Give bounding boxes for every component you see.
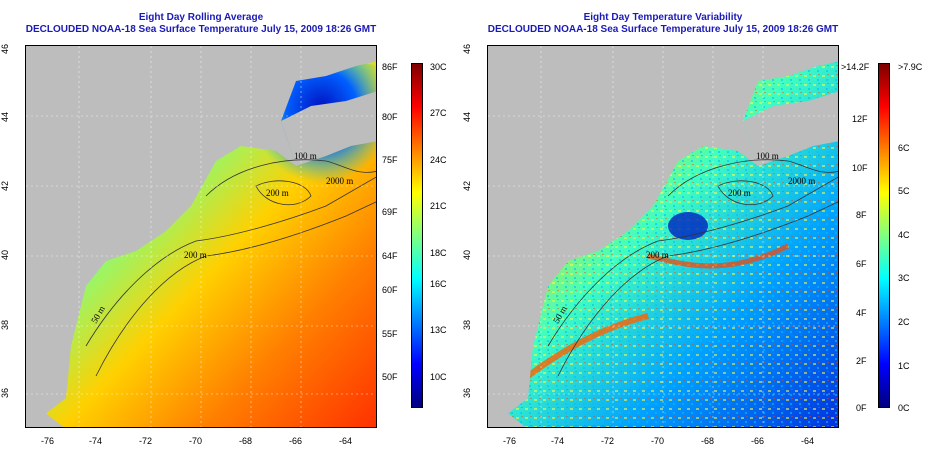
cb-f-label: 0F <box>856 403 867 413</box>
cb-c-label: 4C <box>898 230 910 240</box>
x-tick-label: -76 <box>41 436 55 446</box>
y-tick-label: 46 <box>0 43 11 55</box>
right-title-line1: Eight Day Temperature Variability <box>583 12 743 23</box>
x-tick-label: -72 <box>139 436 153 446</box>
cb-f-label: 8F <box>856 210 867 220</box>
cb-c-label: 24C <box>430 155 447 165</box>
cb-c-label: 18C <box>430 248 447 258</box>
x-tick-label: -68 <box>239 436 253 446</box>
y-tick-label: 40 <box>462 249 473 261</box>
contour-label: 200 m <box>184 250 207 260</box>
cb-c-label: 1C <box>898 361 910 371</box>
y-tick-label: 40 <box>0 249 11 261</box>
cb-c-label: >7.9C <box>898 62 923 72</box>
x-tick-label: -66 <box>751 436 765 446</box>
x-tick-label: -68 <box>701 436 715 446</box>
y-tick-label: 36 <box>462 387 473 399</box>
right-colorbar <box>878 63 890 408</box>
contour-label: 100 m <box>756 151 779 161</box>
cb-f-label: 86F <box>382 62 398 72</box>
right-variability-map: 100 m 2000 m 200 m 200 m 50 m <box>487 45 839 428</box>
contour-label: 2000 m <box>326 176 353 186</box>
y-tick-label: 42 <box>0 180 11 192</box>
cb-f-label: 75F <box>382 155 398 165</box>
y-tick-label: 42 <box>462 180 473 192</box>
y-tick-label: 38 <box>462 319 473 331</box>
cb-f-label: 60F <box>382 285 398 295</box>
cb-c-label: 0C <box>898 403 910 413</box>
x-tick-label: -70 <box>189 436 203 446</box>
right-title-line2: DECLOUDED NOAA-18 Sea Surface Temperatur… <box>487 24 839 35</box>
left-sst-map: 100 m 2000 m 200 m 200 m 50 m <box>25 45 377 428</box>
cb-f-label: 80F <box>382 112 398 122</box>
cb-c-label: 10C <box>430 372 447 382</box>
contour-label: 100 m <box>294 151 317 161</box>
left-map-title: Eight Day Rolling Average DECLOUDED NOAA… <box>25 12 377 36</box>
cb-c-label: 5C <box>898 186 910 196</box>
cb-c-label: 21C <box>430 201 447 211</box>
left-title-line2: DECLOUDED NOAA-18 Sea Surface Temperatur… <box>25 24 377 35</box>
left-colorbar <box>411 63 423 408</box>
cb-f-label: 12F <box>852 114 868 124</box>
cb-f-label: 10F <box>852 163 868 173</box>
cb-c-label: 13C <box>430 325 447 335</box>
cb-f-label: 4F <box>856 308 867 318</box>
cb-c-label: 16C <box>430 279 447 289</box>
x-tick-label: -64 <box>801 436 815 446</box>
x-tick-label: -70 <box>651 436 665 446</box>
cb-f-label: 69F <box>382 207 398 217</box>
x-tick-label: -76 <box>503 436 517 446</box>
y-tick-label: 36 <box>0 387 11 399</box>
cb-f-label: 2F <box>856 356 867 366</box>
contour-label: 200 m <box>266 188 289 198</box>
x-tick-label: -72 <box>601 436 615 446</box>
left-title-line1: Eight Day Rolling Average <box>138 12 264 23</box>
cb-c-label: 3C <box>898 273 910 283</box>
y-tick-label: 46 <box>462 43 473 55</box>
cb-f-label: >14.2F <box>841 62 870 72</box>
right-map-title: Eight Day Temperature Variability DECLOU… <box>487 12 839 36</box>
cb-f-label: 64F <box>382 251 398 261</box>
cb-f-label: 6F <box>856 259 867 269</box>
cb-f-label: 50F <box>382 372 398 382</box>
cb-c-label: 6C <box>898 143 910 153</box>
cb-f-label: 55F <box>382 329 398 339</box>
x-tick-label: -66 <box>289 436 303 446</box>
contour-label: 2000 m <box>788 176 815 186</box>
x-tick-label: -64 <box>339 436 353 446</box>
cb-c-label: 30C <box>430 62 447 72</box>
y-tick-label: 44 <box>0 111 11 123</box>
y-tick-label: 44 <box>462 111 473 123</box>
y-tick-label: 38 <box>0 319 11 331</box>
contour-label: 200 m <box>646 250 669 260</box>
x-tick-label: -74 <box>551 436 565 446</box>
cb-c-label: 27C <box>430 108 447 118</box>
contour-label: 200 m <box>728 188 751 198</box>
x-tick-label: -74 <box>89 436 103 446</box>
cb-c-label: 2C <box>898 317 910 327</box>
